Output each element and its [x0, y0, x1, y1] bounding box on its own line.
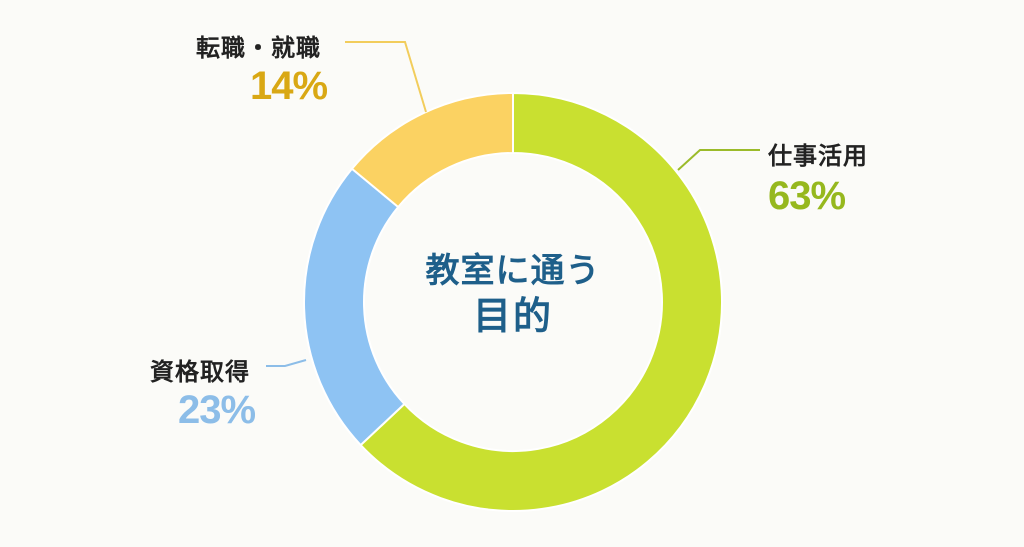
label-work-name: 仕事活用 [768, 142, 868, 170]
leader-line-career [345, 41, 427, 113]
center-title-line1: 教室に通う [425, 251, 601, 291]
label-career-name: 転職・就職 [196, 34, 321, 62]
label-cert-name: 資格取得 [150, 358, 250, 386]
center-title-line2: 目的 [472, 293, 553, 338]
label-cert-pct: 23% [178, 388, 256, 432]
segment-career [350, 91, 514, 209]
donut-segments [303, 91, 723, 512]
label-career-pct: 14% [250, 64, 328, 108]
leader-line-cert [266, 359, 307, 367]
segment-work [359, 91, 723, 512]
leader-line-work [677, 149, 760, 171]
segment-cert [303, 167, 406, 447]
label-work-pct: 63% [768, 174, 846, 218]
center-title: 教室に通う 目的 [393, 250, 633, 340]
